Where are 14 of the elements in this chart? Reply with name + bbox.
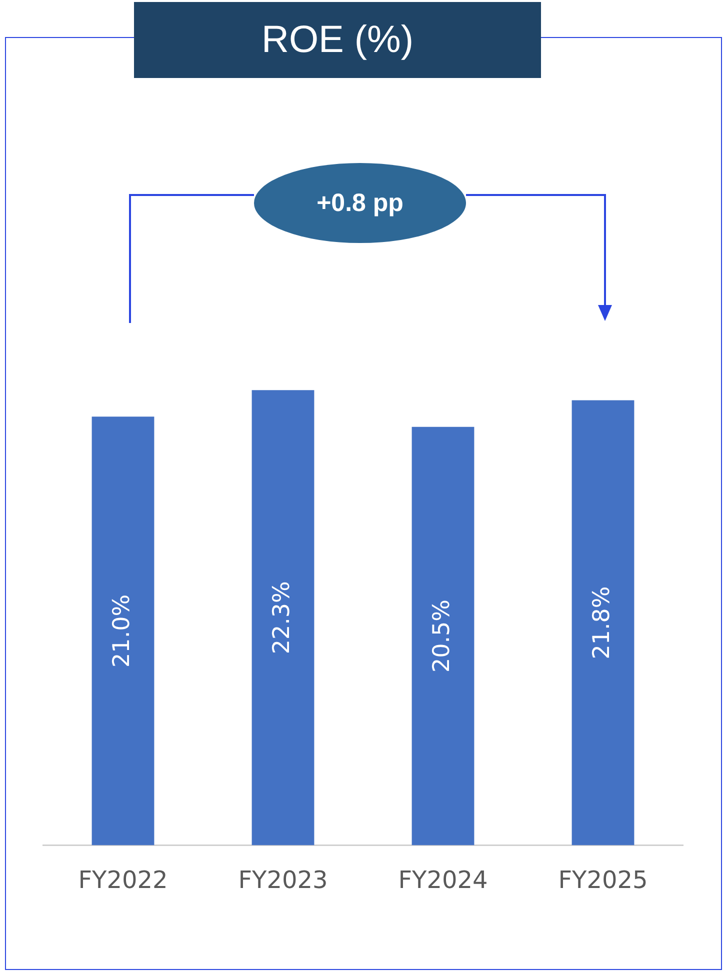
data-label: 21.8%	[588, 586, 615, 660]
x-tick-label: FY2024	[398, 866, 488, 894]
data-label: 20.5%	[428, 599, 455, 673]
x-tick-label: FY2022	[78, 866, 168, 894]
x-tick-label: FY2025	[558, 866, 648, 894]
bar	[252, 390, 314, 846]
data-label: 21.0%	[108, 594, 135, 668]
chart-title: ROE (%)	[134, 2, 541, 78]
x-tick-label: FY2023	[238, 866, 328, 894]
bar	[572, 400, 634, 846]
text: +0.8 pp	[254, 163, 466, 243]
bar	[92, 416, 154, 846]
bar	[412, 426, 474, 846]
data-label: 22.3%	[268, 581, 295, 654]
